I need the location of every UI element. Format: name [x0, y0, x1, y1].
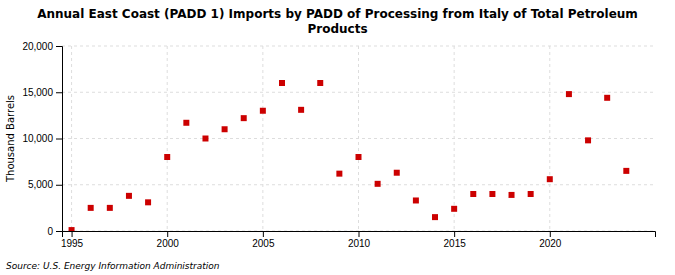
grid-line [262, 46, 263, 231]
point [241, 115, 247, 121]
point [356, 154, 362, 160]
point [298, 107, 304, 113]
y-tick-mark [56, 231, 62, 232]
point [202, 136, 208, 142]
x-tick: 2020 [539, 231, 562, 249]
x-tick-label: 2020 [539, 238, 562, 249]
y-tick-label: 15,000 [22, 87, 53, 98]
grid-line [167, 46, 168, 231]
x-axis-line [63, 232, 656, 238]
point [623, 168, 629, 174]
title: Annual East Coast (PADD 1) Imports by PA… [37, 7, 638, 36]
point [413, 197, 419, 203]
point [451, 206, 457, 212]
x-tick-label: 2015 [444, 238, 467, 249]
y-tick-label: 10,000 [22, 133, 53, 144]
point [88, 205, 94, 211]
y-tick: 20,000 [22, 41, 62, 52]
grid-line [549, 46, 550, 231]
point [375, 181, 381, 187]
grid-line [454, 46, 455, 231]
point [394, 170, 400, 176]
y-tick-mark [56, 46, 62, 47]
point [69, 227, 75, 231]
y-axis-line [56, 47, 63, 232]
x-tick-mark [454, 231, 455, 237]
grid-line [71, 46, 72, 231]
y-tick: 5,000 [28, 179, 62, 190]
point [260, 108, 266, 114]
y-tick-label: 20,000 [22, 41, 53, 52]
x-axis: 1995 2000 2005 2010 2015 2020 [61, 231, 656, 249]
x-tick-mark [167, 231, 168, 237]
point [126, 193, 132, 199]
y-tick-label: 0 [47, 226, 53, 237]
y-tick-mark [56, 185, 62, 186]
y-tick-label: 5,000 [28, 179, 53, 190]
chart: 1995 2000 2005 2010 2015 2020 0 5,000 10,000 15,0… [0, 0, 675, 275]
point [604, 95, 610, 101]
y-tick: 10,000 [22, 133, 62, 144]
x-tick-mark [263, 231, 264, 237]
y-tick: 15,000 [22, 87, 62, 98]
source: Source: U.S. Energy Information Administ… [6, 261, 220, 271]
point [107, 205, 113, 211]
point [222, 126, 228, 132]
point [183, 120, 189, 126]
x-tick-label: 2005 [252, 238, 275, 249]
point [528, 191, 534, 197]
grid-line [358, 46, 359, 231]
x-tick-mark [550, 231, 551, 237]
point [470, 191, 476, 197]
points [69, 80, 630, 231]
y-tick-mark [56, 139, 62, 140]
y-axis: 0 5,000 10,000 15,000 20,000 [22, 41, 62, 237]
point [279, 80, 285, 86]
x-tick: 2015 [444, 231, 467, 249]
point [432, 214, 438, 220]
point [585, 137, 591, 143]
x-tick-label: 2000 [157, 238, 180, 249]
point [489, 191, 495, 197]
x-tick: 2010 [348, 231, 371, 249]
point [145, 199, 151, 205]
point [509, 192, 515, 198]
x-tick: 2000 [157, 231, 180, 249]
point [317, 80, 323, 86]
y-axis-label: Thousand Barrels [5, 95, 16, 183]
point [164, 154, 170, 160]
y-tick-mark [56, 92, 62, 93]
x-tick-mark [72, 231, 73, 237]
plot: 1995 2000 2005 2010 2015 2020 0 5,000 10,000 15,0… [22, 41, 655, 249]
x-tick-label: 2010 [348, 238, 371, 249]
x-tick: 1995 [61, 231, 84, 249]
point [336, 171, 342, 177]
x-tick-label: 1995 [61, 238, 84, 249]
point [547, 176, 553, 182]
grid [62, 46, 655, 231]
x-tick-mark [359, 231, 360, 237]
x-tick: 2005 [252, 231, 275, 249]
y-tick: 0 [47, 226, 62, 237]
point [566, 91, 572, 97]
